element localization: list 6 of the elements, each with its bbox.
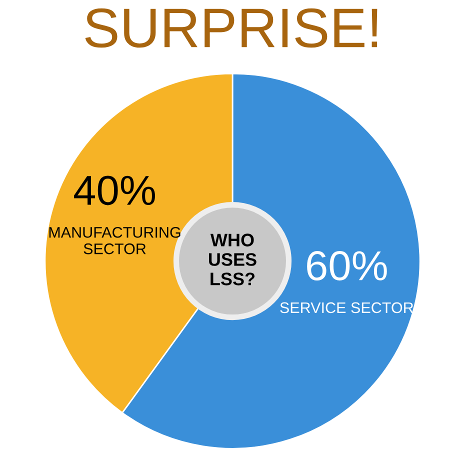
data-label: 40% [74, 176, 155, 206]
slice-label: MANUFACTURING SECTOR [49, 226, 180, 254]
chart-title: SURPRISE! [85, 8, 378, 48]
slice-label: SERVICE SECTOR [280, 302, 414, 314]
text: WHO USES LSS? [209, 234, 256, 286]
data-label: 60% [307, 251, 387, 281]
